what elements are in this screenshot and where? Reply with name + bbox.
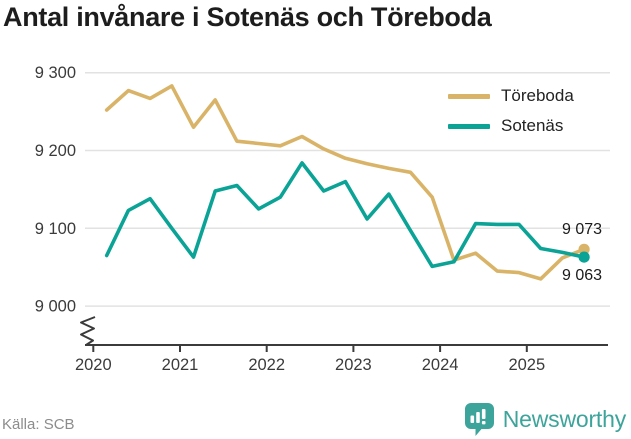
x-axis-tick-label: 2020 bbox=[75, 356, 112, 374]
chart-legend: Töreboda Sotenäs bbox=[448, 81, 574, 141]
bar-chart-glyph bbox=[470, 409, 486, 425]
y-axis-tick-label: 9 000 bbox=[35, 298, 76, 316]
y-axis-tick-label: 9 200 bbox=[35, 142, 76, 160]
series-line-sotenäs bbox=[104, 161, 586, 269]
series-end-dot-töreboda bbox=[578, 243, 590, 255]
y-axis-break-icon bbox=[80, 316, 96, 346]
x-axis-tick-label: 2023 bbox=[335, 356, 372, 374]
legend-label: Sotenäs bbox=[501, 116, 564, 135]
newsworthy-logo[interactable]: Newsworthy bbox=[463, 402, 626, 437]
y-axis-tick-label: 9 100 bbox=[35, 220, 76, 238]
newsworthy-wordmark: Newsworthy bbox=[502, 406, 626, 432]
series-line-töreboda bbox=[104, 84, 586, 281]
y-axis-tick-label: 9 300 bbox=[35, 64, 76, 82]
legend-swatch-icon bbox=[448, 93, 490, 99]
source-note: Källa: SCB bbox=[2, 416, 75, 433]
legend-item-töreboda: Töreboda bbox=[448, 81, 574, 111]
legend-label: Töreboda bbox=[501, 86, 574, 105]
x-axis-tick-label: 2021 bbox=[162, 356, 199, 374]
x-axis-tick-label: 2025 bbox=[508, 356, 545, 374]
end-value-label-töreboda: 9 073 bbox=[562, 221, 603, 238]
end-value-label-sotenäs: 9 063 bbox=[562, 267, 603, 284]
page-title: Antal invånare i Sotenäs och Töreboda bbox=[3, 2, 492, 32]
legend-item-sotenäs: Sotenäs bbox=[448, 111, 574, 141]
newsworthy-badge-icon bbox=[464, 403, 494, 436]
series-end-dot-sotenäs bbox=[578, 251, 590, 263]
x-axis-tick-label: 2024 bbox=[422, 356, 459, 374]
legend-swatch-icon bbox=[448, 123, 490, 129]
x-axis-tick-label: 2022 bbox=[248, 356, 285, 374]
